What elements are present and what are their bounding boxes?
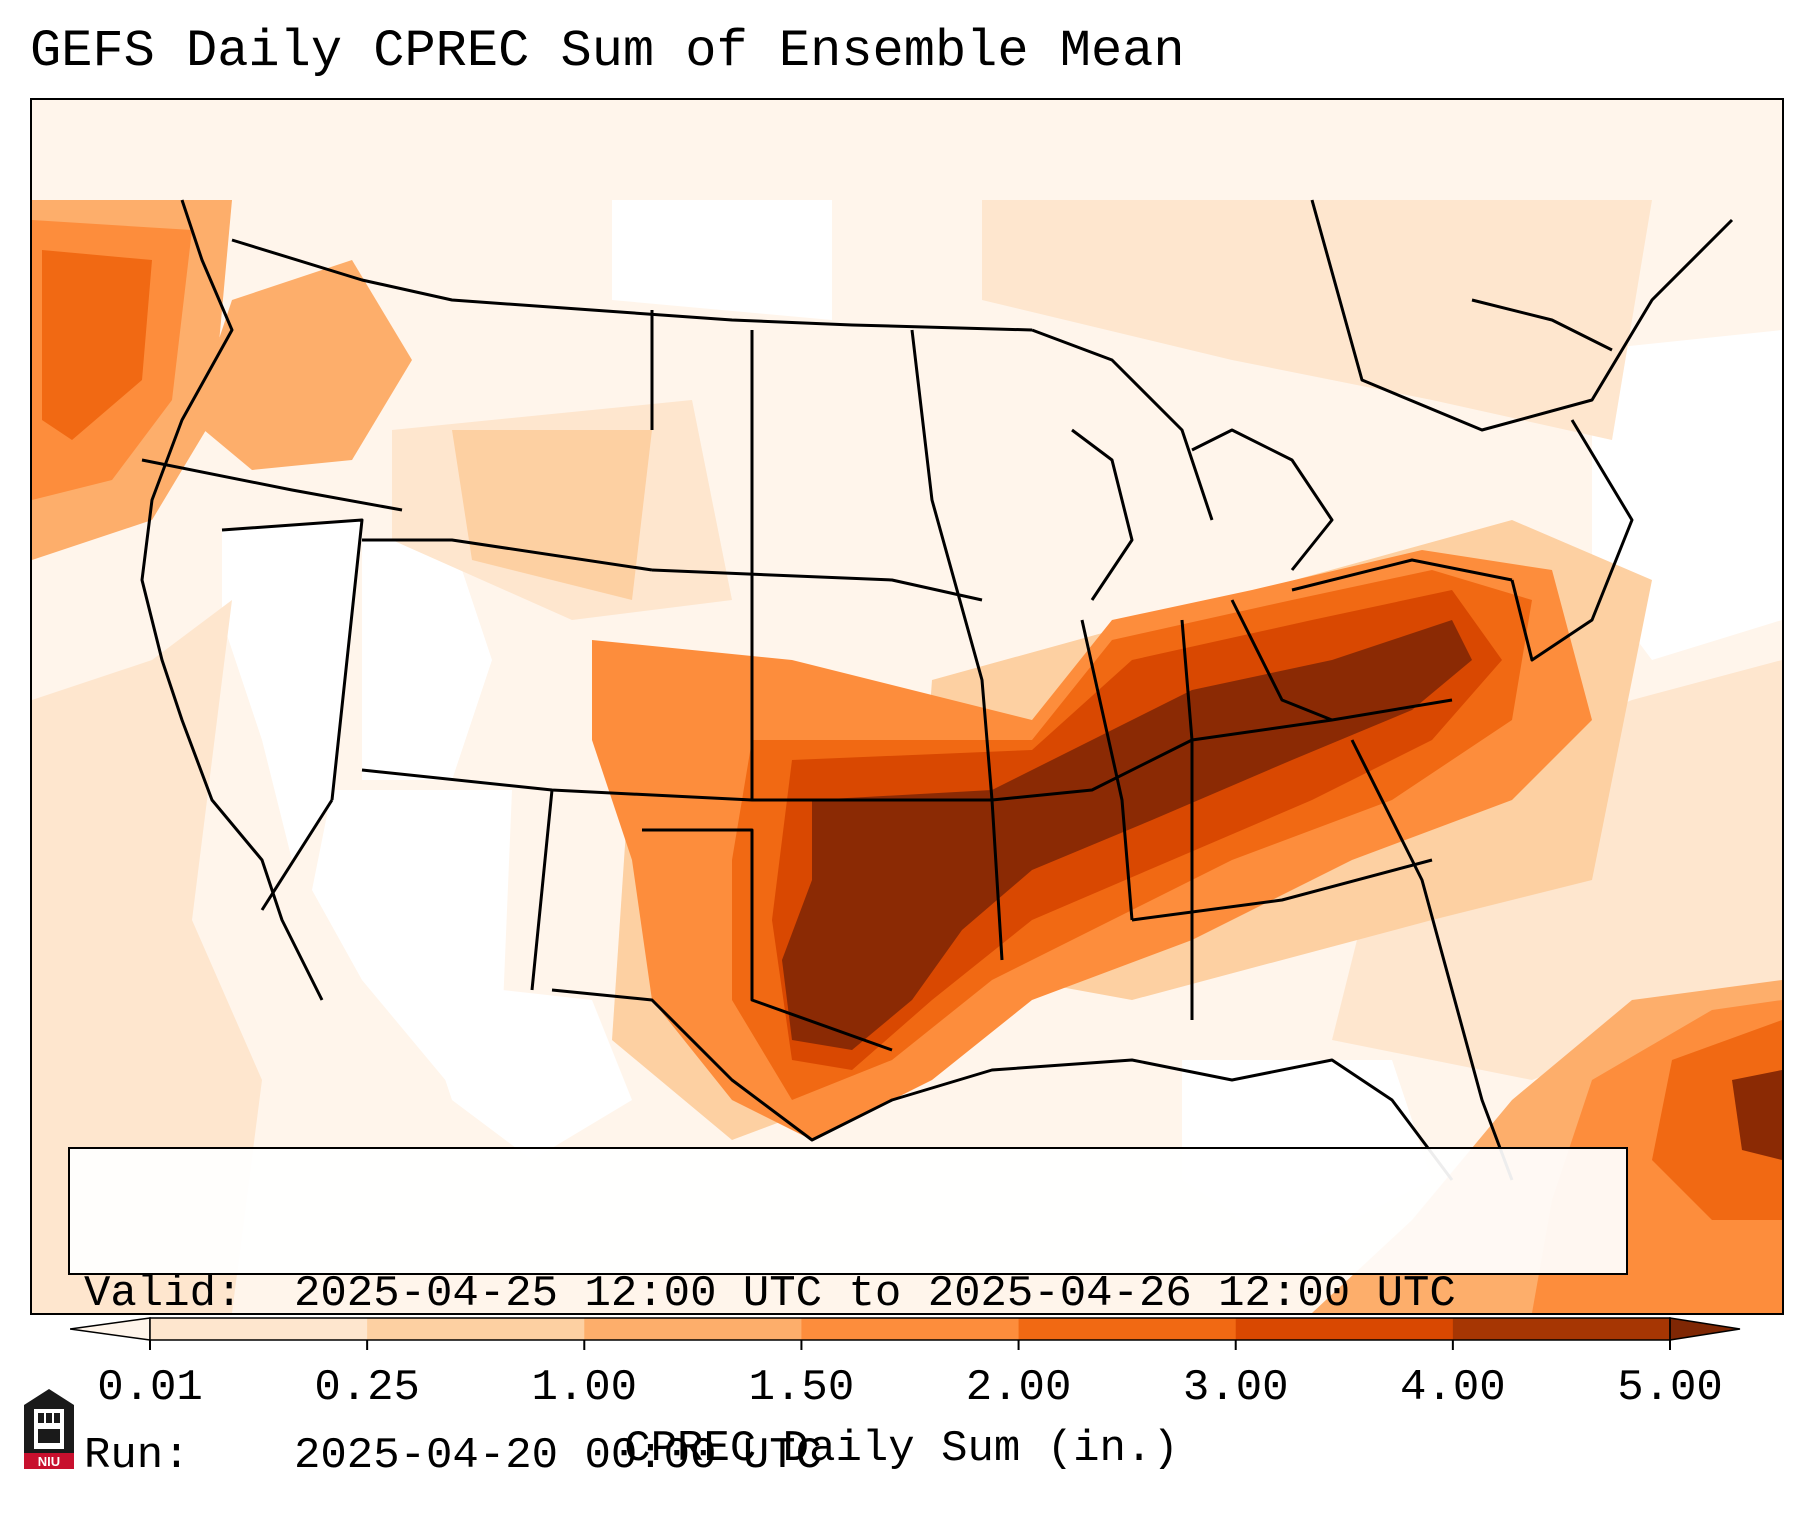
colorbar-segment xyxy=(1018,1318,1237,1340)
colorbar-outline xyxy=(149,1317,1671,1341)
colorbar-tick-label: 0.25 xyxy=(314,1363,420,1413)
precip-west-coast xyxy=(32,200,412,560)
colorbar-segment xyxy=(584,1318,802,1340)
colorbar-title: CPREC Daily Sum (in.) xyxy=(624,1424,1179,1474)
colorbar-svg xyxy=(70,1317,1741,1350)
colorbar-extend-low xyxy=(70,1317,151,1341)
run-label: Run: xyxy=(84,1431,190,1481)
colorbar-tick-label: 2.00 xyxy=(965,1363,1072,1413)
colorbar-segment xyxy=(367,1318,585,1340)
colorbar-tick-label: 1.50 xyxy=(748,1363,855,1413)
precip-extreme-core xyxy=(782,620,1472,1050)
map-title: GEFS Daily CPREC Sum of Ensemble Mean xyxy=(30,22,1185,81)
colorbar-segment xyxy=(1235,1318,1454,1340)
state-boundaries xyxy=(140,199,1734,1181)
logo-text: NIU xyxy=(38,1454,60,1469)
colorbar-tick-label: 4.00 xyxy=(1400,1363,1506,1413)
colorbar-segment xyxy=(801,1318,1020,1340)
colorbar-segment xyxy=(1452,1318,1671,1340)
colorbar-tick-label: 5.00 xyxy=(1617,1363,1723,1413)
colorbar-tick-label: 1.00 xyxy=(531,1363,638,1413)
niu-logo: NIU xyxy=(20,1385,78,1477)
valid-value: 2025-04-25 12:00 UTC to 2025-04-26 12:00… xyxy=(294,1269,1456,1319)
map-canvas xyxy=(32,100,1782,1313)
valid-label: Valid: xyxy=(84,1269,243,1319)
colorbar-tick-label: 0.01 xyxy=(97,1363,203,1413)
niu-logo-icon: NIU xyxy=(24,1389,74,1469)
precipitation-map xyxy=(30,98,1784,1315)
valid-run-info-box: Valid: 2025-04-25 12:00 UTC to 2025-04-26… xyxy=(68,1147,1628,1481)
colorbar-tick-label: 3.00 xyxy=(1182,1363,1289,1413)
run-row: Run: 2025-04-20 00:00 UTC xyxy=(84,1429,1612,1483)
valid-row: Valid: 2025-04-25 12:00 UTC to 2025-04-26… xyxy=(84,1267,1612,1321)
run-value: 2025-04-20 00:00 UTC xyxy=(294,1431,823,1481)
colorbar-segment xyxy=(150,1318,368,1340)
colorbar-extend-high xyxy=(1669,1317,1741,1341)
